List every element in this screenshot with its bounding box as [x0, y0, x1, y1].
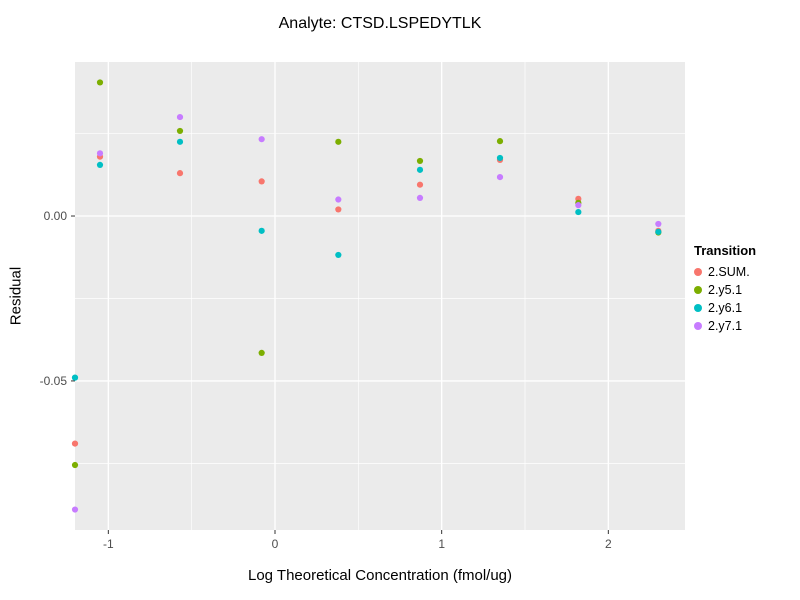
- chart-title: Analyte: CTSD.LSPEDYTLK: [278, 15, 482, 32]
- legend-item-label: 2.y7.1: [708, 319, 743, 333]
- legend-title: Transition: [694, 243, 757, 258]
- data-point-2.y6.1: [176, 138, 184, 145]
- data-point-2.y6.1: [335, 251, 342, 259]
- data-point-2.y5.1: [335, 138, 342, 145]
- legend-item-label: 2.SUM.: [708, 265, 750, 279]
- data-point-2.y6.1: [575, 208, 582, 216]
- data-point-2.y6.1: [496, 154, 504, 162]
- legend-item-label: 2.y5.1: [708, 283, 743, 297]
- legend-item-label: 2.y6.1: [708, 301, 743, 315]
- data-point-2.SUM.: [416, 181, 424, 188]
- legend-item: 2.y5.1: [694, 281, 756, 299]
- data-point-2.y7.1: [176, 113, 184, 121]
- data-point-2.y7.1: [258, 136, 265, 143]
- data-point-2.y7.1: [96, 150, 104, 157]
- legend-item: 2.y7.1: [694, 317, 756, 335]
- data-point-2.y6.1: [71, 374, 79, 381]
- data-point-2.y7.1: [575, 202, 582, 209]
- data-point-2.y6.1: [416, 166, 424, 173]
- data-point-2.y5.1: [176, 127, 184, 135]
- data-point-2.y5.1: [416, 157, 424, 165]
- y-tick-label: -0.05: [40, 374, 68, 388]
- data-point-2.y7.1: [496, 174, 504, 181]
- x-tick-label: -1: [103, 537, 114, 551]
- data-point-2.SUM.: [176, 170, 184, 177]
- plot-panel: [75, 62, 685, 530]
- legend-swatch-icon: [694, 322, 702, 330]
- y-axis-label: Residual: [7, 266, 25, 326]
- data-point-2.SUM.: [335, 206, 342, 213]
- data-point-2.y5.1: [496, 138, 504, 145]
- legend-swatch-icon: [694, 304, 702, 312]
- data-point-2.y6.1: [258, 227, 265, 234]
- legend-items: 2.SUM. 2.y5.1 2.y6.1 2.y7.1: [694, 263, 756, 335]
- data-point-2.y5.1: [96, 79, 104, 86]
- data-point-2.y5.1: [258, 349, 265, 356]
- data-point-2.y5.1: [71, 461, 79, 469]
- legend-item: 2.SUM.: [694, 263, 756, 281]
- data-point-2.y7.1: [335, 196, 342, 203]
- data-point-2.SUM.: [71, 440, 79, 447]
- legend-swatch-icon: [694, 286, 702, 294]
- legend-item: 2.y6.1: [694, 299, 756, 317]
- x-tick-label: 0: [272, 537, 279, 551]
- x-tick-label: 1: [438, 537, 445, 551]
- data-point-2.SUM.: [258, 178, 265, 185]
- x-tick-label: 2: [605, 537, 612, 551]
- data-point-2.y7.1: [655, 220, 662, 228]
- data-point-2.y6.1: [655, 228, 662, 235]
- data-point-2.y6.1: [96, 161, 104, 169]
- data-point-2.y7.1: [71, 506, 79, 513]
- x-axis-label: Log Theoretical Concentration (fmol/ug): [247, 567, 513, 584]
- y-tick-label: 0.00: [44, 209, 68, 223]
- legend: Transition 2.SUM. 2.y5.1 2.y6.1 2.y7.1: [694, 243, 756, 335]
- data-point-2.y7.1: [416, 194, 424, 201]
- legend-swatch-icon: [694, 268, 702, 276]
